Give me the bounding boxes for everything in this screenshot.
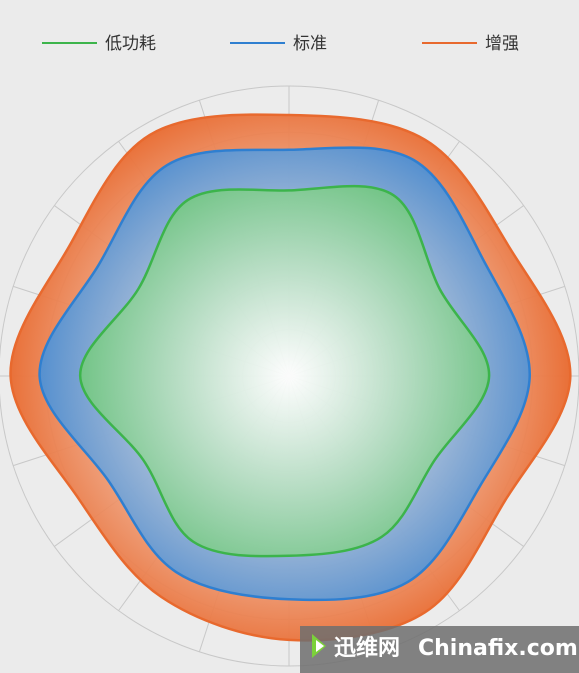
watermark: 迅维网 Chinafix.com: [300, 626, 579, 673]
watermark-site: Chinafix.com: [418, 636, 578, 661]
watermark-brand: 迅维网: [334, 635, 400, 661]
watermark-box: [300, 626, 579, 673]
legend-label: 低功耗: [105, 34, 156, 54]
watermark-logo-inner: [316, 640, 324, 652]
legend-label: 标准: [293, 34, 327, 54]
series-area: [78, 184, 491, 558]
legend-label: 增强: [485, 34, 519, 54]
grid-ring: [0, 85, 579, 667]
